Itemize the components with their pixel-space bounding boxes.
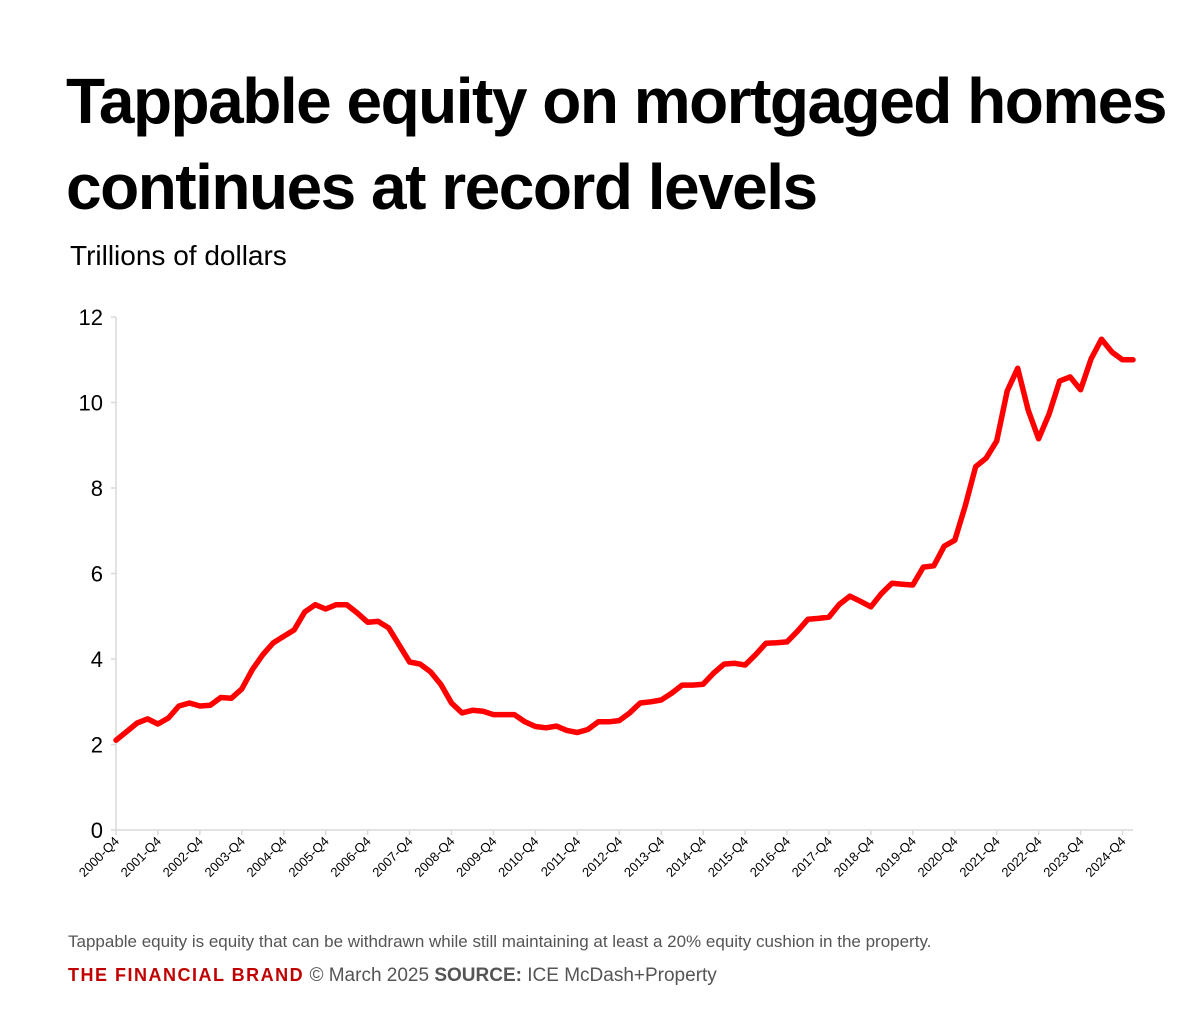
chart-title: Tappable equity on mortgaged homes conti… <box>66 65 1167 223</box>
x-tick-label: 2014-Q4 <box>663 834 709 880</box>
x-tick-label: 2011-Q4 <box>538 834 584 880</box>
x-tick-label: 2023-Q4 <box>1040 834 1086 880</box>
x-tick-label: 2018-Q4 <box>831 834 877 880</box>
x-tick-label: 2016-Q4 <box>747 834 793 880</box>
y-tick-label: 8 <box>91 476 103 501</box>
y-tick-label: 2 <box>91 733 103 758</box>
x-tick-label: 2005-Q4 <box>285 834 331 880</box>
x-tick-label: 2004-Q4 <box>243 834 289 880</box>
y-tick-label: 4 <box>91 647 103 672</box>
x-tick-label: 2019-Q4 <box>873 834 919 880</box>
x-tick-label: 2006-Q4 <box>327 834 373 880</box>
line-chart: 0246810122000-Q42001-Q42002-Q42003-Q4200… <box>76 305 1136 880</box>
x-tick-label: 2012-Q4 <box>579 834 625 880</box>
brand-logo: THE FINANCIAL BRAND <box>68 965 305 985</box>
x-tick-label: 2017-Q4 <box>789 834 835 880</box>
y-tick-label: 10 <box>79 391 103 416</box>
source: ICE McDash+Property <box>527 965 717 986</box>
x-tick-label: 2008-Q4 <box>411 834 457 880</box>
source-label: SOURCE: <box>434 965 522 986</box>
x-tick-label: 2007-Q4 <box>369 834 415 880</box>
footer: THE FINANCIAL BRAND © March 2025 SOURCE:… <box>68 965 717 987</box>
y-tick-label: 0 <box>91 818 103 843</box>
footnote: Tappable equity is equity that can be wi… <box>68 932 932 951</box>
x-tick-label: 2020-Q4 <box>915 834 961 880</box>
x-tick-label: 2003-Q4 <box>202 834 248 880</box>
y-tick-label: 6 <box>91 562 103 587</box>
x-tick-label: 2022-Q4 <box>998 834 1044 880</box>
chart-subtitle: Trillions of dollars <box>70 240 287 271</box>
x-tick-label: 2021-Q4 <box>956 834 1002 880</box>
x-tick-label: 2013-Q4 <box>621 834 667 880</box>
x-tick-label: 2015-Q4 <box>705 834 751 880</box>
copyright: © March 2025 <box>309 965 430 986</box>
x-tick-label: 2010-Q4 <box>495 834 541 880</box>
x-tick-label: 2001-Q4 <box>118 834 164 880</box>
x-tick-label: 2024-Q4 <box>1082 834 1128 880</box>
data-series-line <box>113 336 1136 743</box>
x-tick-label: 2009-Q4 <box>453 834 499 880</box>
x-tick-label: 2002-Q4 <box>160 834 206 880</box>
y-tick-label: 12 <box>79 305 103 330</box>
